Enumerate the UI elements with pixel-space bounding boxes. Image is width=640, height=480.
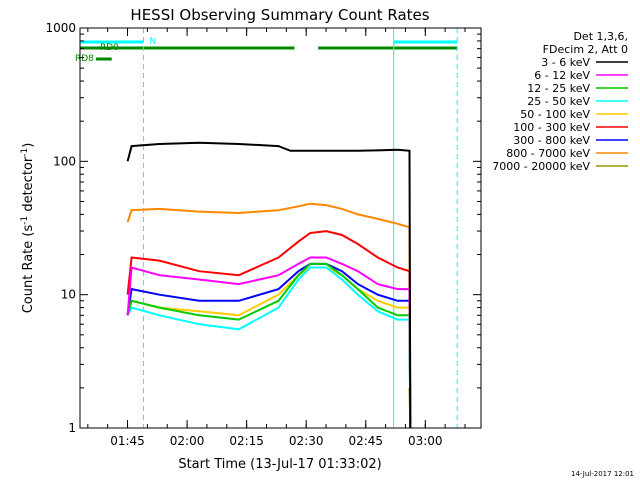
y-axis-label-sup2: -1 — [20, 148, 30, 157]
legend-label: 50 - 100 keV — [520, 108, 590, 121]
x-axis-ticks: 01:45 02:00 02:15 02:30 02:45 03:00 — [87, 28, 466, 448]
legend-header-1: Det 1,3,6, — [573, 30, 628, 43]
legend-label: 300 - 800 keV — [513, 134, 590, 147]
x-tick-label: 02:00 — [170, 434, 205, 448]
series-line-1 — [126, 256, 412, 429]
flag-label-rd8: RD8 — [75, 54, 94, 64]
y-tick-label: 10 — [61, 288, 76, 302]
y-axis-label-sup1: -1 — [20, 216, 30, 225]
y-tick-label: 1000 — [45, 21, 76, 35]
data-series — [126, 141, 412, 429]
x-axis-label: Start Time (13-Jul-17 01:33:02) — [178, 457, 381, 472]
legend-label: 800 - 7000 keV — [506, 147, 590, 160]
y-tick-label: 100 — [53, 154, 76, 168]
legend-label: 7000 - 20000 keV — [492, 160, 590, 173]
x-tick-label: 03:00 — [408, 434, 443, 448]
legend-label: 6 - 12 keV — [534, 69, 590, 82]
series-line-5 — [126, 230, 412, 429]
y-axis-label-end: ) — [21, 143, 36, 148]
legend-header-2: FDecim 2, Att 0 — [543, 43, 628, 56]
series-line-3 — [126, 266, 412, 429]
legend-label: 25 - 50 keV — [527, 95, 590, 108]
series-line-0 — [126, 141, 412, 429]
x-tick-label: 01:45 — [110, 434, 145, 448]
series-line-7 — [126, 202, 412, 429]
x-tick-label: 02:15 — [229, 434, 264, 448]
y-tick-label: 1 — [68, 421, 76, 435]
flag-label-rd0: RD0 — [100, 43, 119, 53]
y-axis-label: Count Rate (s-1 detector-1) — [20, 143, 36, 314]
x-tick-label: 02:30 — [289, 434, 324, 448]
flag-bars: N RD0 RD8 — [75, 37, 458, 64]
legend-label: 100 - 300 keV — [513, 121, 590, 134]
legend-label: 12 - 25 keV — [527, 82, 590, 95]
y-axis-ticks: 1 10 100 1000 — [45, 21, 481, 435]
x-tick-label: 02:45 — [348, 434, 383, 448]
y-axis-label-main: Count Rate (s — [21, 225, 36, 314]
chart-title: HESSI Observing Summary Count Rates — [130, 6, 429, 24]
legend-label: 3 - 6 keV — [541, 56, 590, 69]
footer-date: 14-Jul-2017 12:01 — [571, 470, 634, 478]
plot-frame — [79, 27, 482, 429]
flag-label-n: N — [150, 37, 157, 47]
series-line-2 — [126, 262, 412, 429]
y-axis-label-mid: detector — [21, 156, 36, 216]
